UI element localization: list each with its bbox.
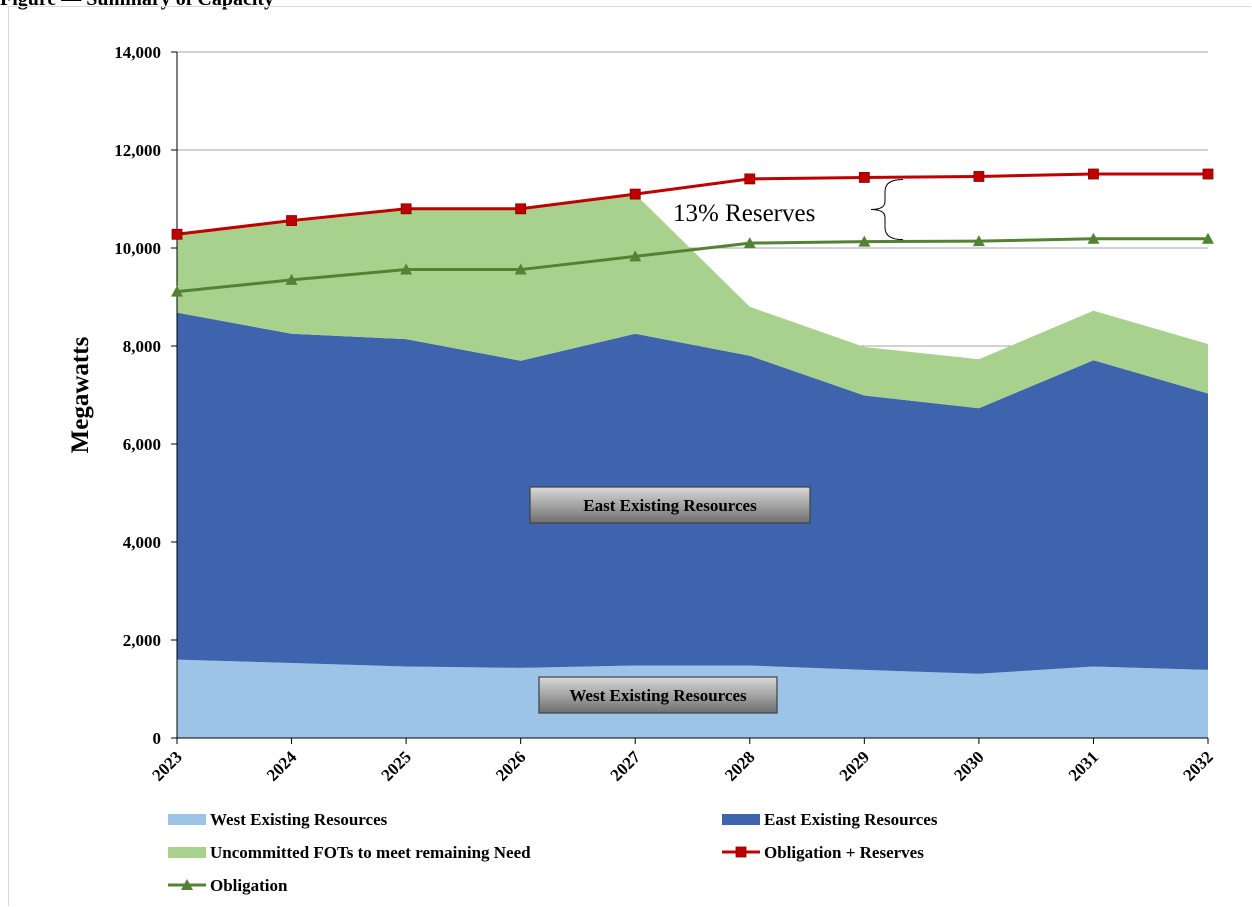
triangle-marker	[171, 285, 183, 297]
x-tick-label: 2030	[950, 747, 987, 784]
area-labels: East Existing Resources West Existing Res…	[529, 486, 811, 714]
square-marker	[973, 171, 985, 182]
square-marker	[1202, 168, 1214, 180]
chart-border	[8, 6, 1251, 906]
y-axis-label: Megawatts	[67, 336, 94, 453]
square-marker	[400, 203, 412, 215]
legend-label: Obligation + Reserves	[764, 843, 924, 862]
legend-label: East Existing Resources	[764, 810, 938, 829]
square-marker	[1088, 168, 1099, 180]
triangle-marker	[743, 237, 756, 249]
y-tick-label: 10,000	[114, 239, 161, 258]
label-box-bg	[538, 676, 778, 714]
triangle-marker	[858, 235, 871, 247]
y-tick-label: 0	[153, 729, 162, 748]
annotations: 13% Reserves	[673, 178, 904, 241]
x-tick-label: 2028	[721, 747, 758, 784]
triangle-marker	[400, 263, 413, 275]
legend-swatch	[722, 814, 760, 825]
x-tick-label: 2024	[263, 747, 301, 785]
x-tick-label: 2032	[1179, 747, 1216, 784]
figure-title: Figure — Summary of Capacity	[0, 0, 274, 11]
x-tick-label: 2025	[377, 747, 414, 784]
x-tick-label: 2029	[836, 747, 873, 784]
legend: West Existing Resources East Existing Res…	[168, 810, 938, 895]
y-tick-label: 14,000	[114, 43, 161, 62]
area-label-text: East Existing Resources	[583, 496, 757, 515]
square-marker	[286, 215, 297, 226]
square-marker	[629, 188, 641, 200]
square-marker	[515, 203, 527, 215]
triangle-marker	[629, 250, 642, 262]
y-tick-label: 6,000	[123, 435, 161, 454]
square-marker	[858, 172, 870, 183]
reserves-brace	[870, 178, 904, 241]
triangle-marker	[1087, 232, 1100, 244]
legend-swatch	[168, 814, 206, 825]
y-tick-label: 12,000	[114, 141, 161, 160]
square-marker	[735, 846, 747, 858]
square-marker	[744, 173, 756, 185]
triangle-marker	[514, 263, 527, 275]
y-tick-label: 4,000	[123, 533, 161, 552]
x-tick-label: 2023	[148, 747, 185, 784]
legend-swatch	[168, 847, 206, 858]
line-series	[171, 168, 1214, 297]
triangle-marker	[285, 273, 298, 285]
y-tick-label: 8,000	[123, 337, 161, 356]
line-series-0	[176, 172, 1208, 236]
x-tick-label: 2027	[607, 747, 645, 785]
reserves-annotation: 13% Reserves	[673, 200, 815, 227]
y-tick-label: 2,000	[123, 631, 161, 650]
x-tick-label: 2026	[492, 747, 529, 784]
triangle-marker	[1202, 232, 1214, 244]
area-label-box: West Existing Resources	[538, 676, 778, 714]
triangle-marker	[972, 235, 985, 247]
x-tick-label: 2031	[1065, 747, 1102, 784]
area-series-2	[177, 194, 1208, 409]
triangle-marker	[181, 879, 193, 890]
area-label-box: East Existing Resources	[529, 486, 811, 524]
legend-label: Obligation	[210, 876, 288, 895]
label-box-bg	[529, 486, 811, 524]
line-series-1	[176, 237, 1208, 294]
legend-label: West Existing Resources	[210, 810, 388, 829]
legend-label: Uncommitted FOTs to meet remaining Need	[210, 843, 531, 862]
square-marker	[171, 228, 183, 240]
area-label-text: West Existing Resources	[569, 686, 747, 705]
